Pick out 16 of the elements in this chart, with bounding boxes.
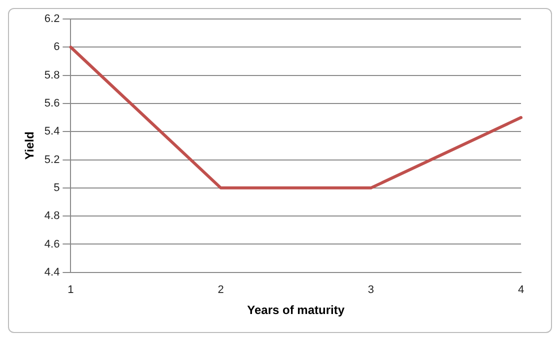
y-tick-label: 6 xyxy=(54,41,60,54)
y-tick-label: 5.6 xyxy=(44,98,60,110)
x-tick-label: 2 xyxy=(218,284,224,296)
y-tick-label: 4.8 xyxy=(44,210,60,222)
x-tick-label: 3 xyxy=(368,284,374,296)
y-axis-title: Yield xyxy=(22,132,37,160)
y-tick-label: 5 xyxy=(54,182,60,194)
y-tick-label: 4.6 xyxy=(44,238,60,250)
y-tick-label: 5.4 xyxy=(44,126,60,138)
x-tick-label: 4 xyxy=(518,284,524,296)
y-tick-label: 6.2 xyxy=(44,13,60,26)
y-tick-label: 5.2 xyxy=(44,154,60,166)
x-tick-label: 1 xyxy=(68,284,74,296)
y-tick-label: 4.4 xyxy=(44,266,60,278)
y-tick-label: 5.8 xyxy=(44,69,60,82)
x-axis-title: Years of maturity xyxy=(247,303,345,318)
